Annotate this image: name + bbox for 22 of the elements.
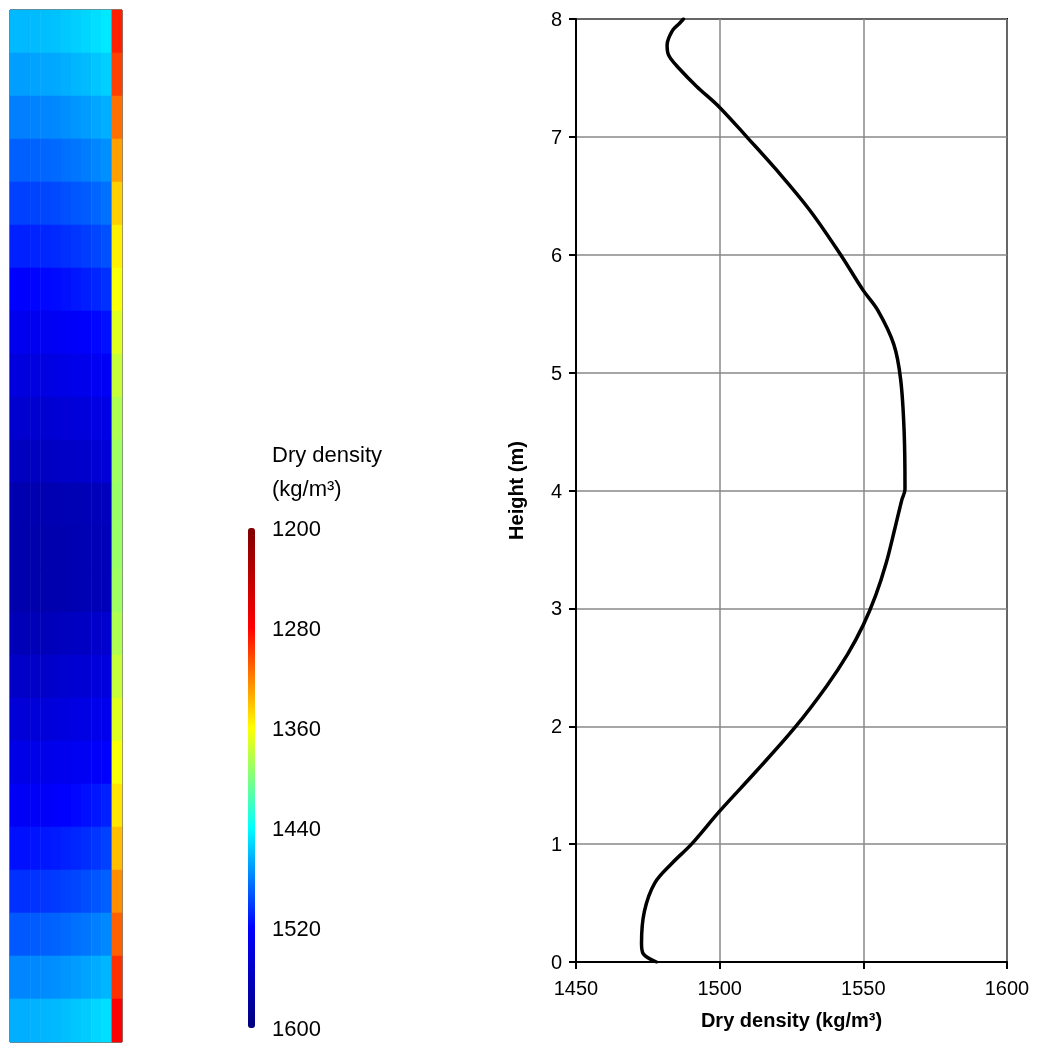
y-tick-label: 1 <box>550 833 562 856</box>
y-axis-title: Height (m) <box>505 441 527 540</box>
y-tick-label: 4 <box>550 479 562 502</box>
y-tick-label: 8 <box>550 8 562 30</box>
x-tick-label: 1550 <box>841 977 886 999</box>
color-bar-title: Dry density (kg/m³) <box>272 441 383 501</box>
y-tick-label: 0 <box>550 951 562 973</box>
color-bar-label: 1600 <box>272 1015 321 1041</box>
color-bar-label: 1200 <box>272 515 321 541</box>
y-tick-label: 2 <box>550 715 562 738</box>
y-tick-label: 5 <box>550 361 562 384</box>
color-bar-label: 1440 <box>272 815 321 841</box>
y-tick-label: 7 <box>550 125 562 148</box>
color-bar-label: 1280 <box>272 615 321 641</box>
color-bar-label: 1520 <box>272 915 321 941</box>
y-tick-label: 6 <box>550 243 562 266</box>
color-bar-label: 1360 <box>272 715 321 741</box>
x-tick-label: 1450 <box>553 977 599 999</box>
x-axis-title: Dry density (kg/m³) <box>700 1009 883 1031</box>
x-tick-label: 1600 <box>984 977 1030 999</box>
y-tick-label: 3 <box>550 597 562 620</box>
x-tick-label: 1500 <box>697 977 742 999</box>
